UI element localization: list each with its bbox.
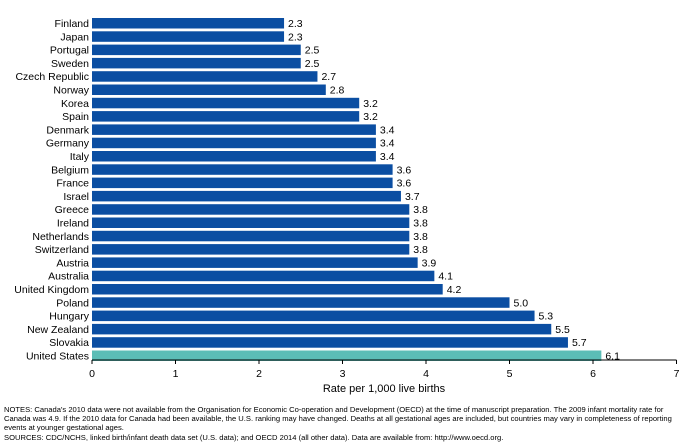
category-label-austria: Austria xyxy=(56,257,89,269)
value-label-poland: 5.0 xyxy=(514,297,529,309)
x-tick-label-5: 5 xyxy=(507,368,513,380)
bar-finland xyxy=(92,18,285,29)
category-label-france: France xyxy=(56,178,89,190)
bar-norway xyxy=(92,84,326,95)
category-label-australia: Australia xyxy=(48,271,89,283)
bar-united-kingdom xyxy=(92,284,443,295)
bar-united-states xyxy=(92,350,602,361)
value-label-austria: 3.9 xyxy=(422,257,437,269)
value-label-sweden: 2.5 xyxy=(305,58,320,70)
category-label-belgium: Belgium xyxy=(51,164,89,176)
bar-ireland xyxy=(92,217,410,228)
category-label-spain: Spain xyxy=(62,111,89,123)
value-label-spain: 3.2 xyxy=(363,111,378,123)
x-tick-label-4: 4 xyxy=(423,368,429,380)
bar-poland xyxy=(92,297,510,308)
category-label-greece: Greece xyxy=(55,204,90,216)
bar-japan xyxy=(92,31,285,42)
value-label-japan: 2.3 xyxy=(288,31,303,43)
bar-germany xyxy=(92,137,376,149)
category-label-israel: Israel xyxy=(63,191,89,203)
x-tick-label-7: 7 xyxy=(674,368,680,380)
value-label-denmark: 3.4 xyxy=(380,124,395,136)
category-label-italy: Italy xyxy=(70,151,90,163)
bar-hungary xyxy=(92,310,535,322)
value-label-korea: 3.2 xyxy=(363,98,378,110)
bar-italy xyxy=(92,151,376,162)
value-label-finland: 2.3 xyxy=(288,18,303,30)
bar-spain xyxy=(92,111,360,122)
x-tick-label-6: 6 xyxy=(590,368,596,380)
category-label-slovakia: Slovakia xyxy=(49,337,89,349)
bar-belgium xyxy=(92,164,393,175)
category-label-germany: Germany xyxy=(46,138,90,150)
category-label-united-states: United States xyxy=(26,351,89,363)
value-label-norway: 2.8 xyxy=(330,85,345,97)
value-label-switzerland: 3.8 xyxy=(413,244,428,256)
bar-france xyxy=(92,177,393,189)
category-label-poland: Poland xyxy=(56,297,89,309)
notes-block: NOTES: Canada's 2010 data were not avail… xyxy=(4,405,690,442)
category-label-netherlands: Netherlands xyxy=(32,231,89,243)
bar-australia xyxy=(92,270,435,282)
value-label-united-states: 6.1 xyxy=(605,351,620,363)
value-label-italy: 3.4 xyxy=(380,151,395,163)
value-label-portugal: 2.5 xyxy=(305,45,320,57)
x-axis-title: Rate per 1,000 live births xyxy=(323,383,446,395)
category-label-finland: Finland xyxy=(55,18,90,30)
category-label-korea: Korea xyxy=(61,98,89,110)
category-label-norway: Norway xyxy=(53,85,89,97)
x-tick-label-1: 1 xyxy=(173,368,179,380)
category-label-united-kingdom: United Kingdom xyxy=(14,284,89,296)
category-label-czech-republic: Czech Republic xyxy=(15,71,89,83)
category-label-new-zealand: New Zealand xyxy=(27,324,89,336)
value-labels: 2.32.32.52.52.72.83.23.23.43.43.43.63.63… xyxy=(288,18,620,363)
value-label-greece: 3.8 xyxy=(413,204,428,216)
category-label-portugal: Portugal xyxy=(50,45,89,57)
bar-portugal xyxy=(92,44,301,56)
value-label-israel: 3.7 xyxy=(405,191,420,203)
bar-sweden xyxy=(92,57,301,69)
category-label-switzerland: Switzerland xyxy=(35,244,89,256)
value-label-france: 3.6 xyxy=(397,178,412,190)
bar-denmark xyxy=(92,124,376,135)
x-tick-label-2: 2 xyxy=(256,368,262,380)
category-label-hungary: Hungary xyxy=(49,311,89,323)
x-axis: 0 1 2 3 4 5 6 7 xyxy=(89,359,680,380)
bar-new-zealand xyxy=(92,323,552,335)
bars-group xyxy=(92,18,602,361)
value-label-new-zealand: 5.5 xyxy=(555,324,570,336)
category-label-denmark: Denmark xyxy=(46,124,89,136)
value-label-belgium: 3.6 xyxy=(397,164,412,176)
value-label-netherlands: 3.8 xyxy=(413,231,428,243)
bar-greece xyxy=(92,204,410,215)
bar-austria xyxy=(92,257,418,268)
bar-netherlands xyxy=(92,230,410,242)
x-tick-label-3: 3 xyxy=(340,368,346,380)
category-label-ireland: Ireland xyxy=(57,218,89,230)
bar-slovakia xyxy=(92,337,568,348)
category-label-japan: Japan xyxy=(60,31,89,43)
category-label-sweden: Sweden xyxy=(51,58,89,70)
bar-korea xyxy=(92,97,360,109)
value-label-slovakia: 5.7 xyxy=(572,337,587,349)
value-label-united-kingdom: 4.2 xyxy=(447,284,462,296)
bar-israel xyxy=(92,190,401,202)
value-label-czech-republic: 2.7 xyxy=(321,71,336,83)
value-label-ireland: 3.8 xyxy=(413,218,428,230)
x-tick-label-0: 0 xyxy=(89,368,95,380)
sources-text: SOURCES: CDC/NCHS, linked birth/infant d… xyxy=(4,432,504,442)
notes-text: NOTES: Canada's 2010 data were not avail… xyxy=(4,405,672,433)
bar-czech-republic xyxy=(92,71,318,82)
bar-switzerland xyxy=(92,244,410,255)
value-label-australia: 4.1 xyxy=(438,271,453,283)
value-label-germany: 3.4 xyxy=(380,138,395,150)
value-label-hungary: 5.3 xyxy=(539,311,554,323)
